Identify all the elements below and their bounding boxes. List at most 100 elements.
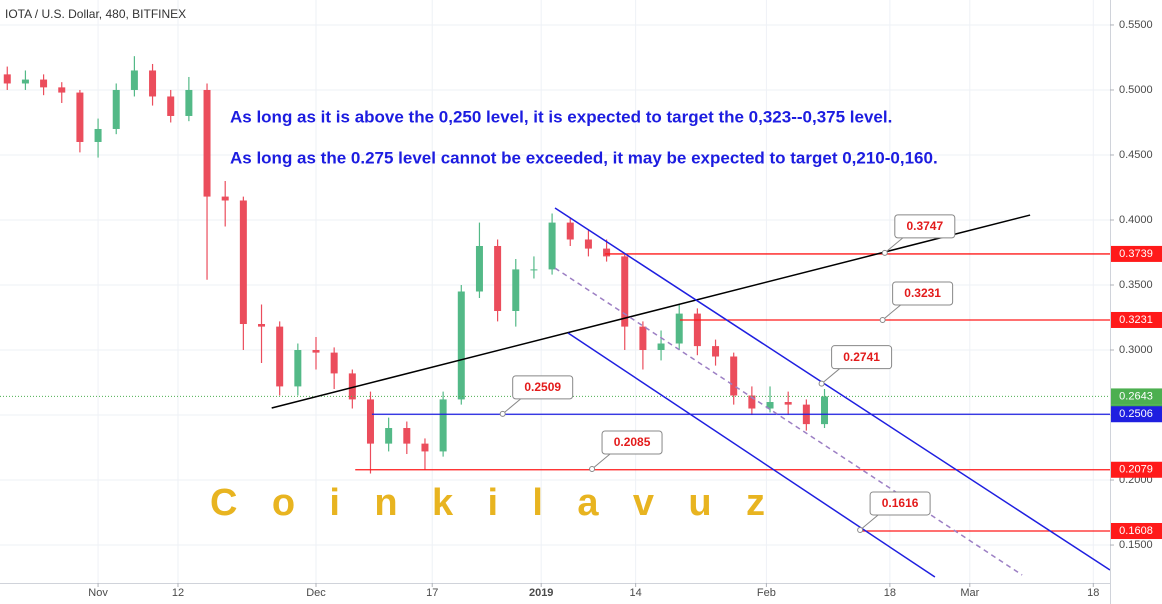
callout-pointer (882, 304, 901, 321)
candle-body (239, 200, 247, 325)
candle-body (312, 350, 320, 353)
y-tick-label: 0.5500 (1119, 19, 1153, 31)
candle-body (766, 402, 774, 409)
price-label: 0.1608 (1119, 525, 1153, 537)
candle-body (221, 196, 229, 201)
candle-body (494, 245, 502, 312)
callout-box (894, 214, 956, 239)
candle-body (548, 222, 556, 270)
candle-body (3, 74, 11, 84)
candle-body (730, 356, 738, 396)
x-tick-label: 2019 (529, 587, 553, 599)
callout-label: 0.2741 (843, 350, 880, 364)
x-tick-label: 17 (426, 587, 438, 599)
candle-body (639, 326, 647, 351)
price-label-box (1111, 461, 1162, 478)
price-label: 0.2643 (1119, 390, 1153, 402)
x-tick-label: 18 (1087, 587, 1099, 599)
callout-pointer (591, 453, 611, 470)
x-tick-label: 18 (884, 587, 896, 599)
candle-body (185, 89, 193, 116)
candle-body (621, 256, 629, 327)
price-label-box (1111, 388, 1162, 405)
candle-body (348, 373, 356, 400)
candle-body (203, 89, 211, 197)
callout-label: 0.3231 (904, 286, 941, 300)
y-tick-label: 0.5000 (1119, 84, 1153, 96)
candle-body (149, 70, 157, 97)
callout-anchor (589, 465, 596, 472)
annotation: As long as the 0.275 level cannot be exc… (230, 148, 938, 167)
callout-label: 0.1616 (882, 496, 919, 510)
callout-pointer (859, 514, 879, 531)
callout-pointer (884, 237, 904, 254)
candle-body (439, 399, 447, 452)
price-label: 0.2079 (1119, 464, 1153, 476)
candle-body (512, 269, 520, 312)
x-tick-label: 14 (630, 587, 642, 599)
candle-body (21, 79, 29, 84)
y-tick-label: 0.4500 (1119, 149, 1153, 161)
candle-body (76, 92, 84, 142)
callout-pointer (502, 398, 522, 415)
callout-box (831, 345, 893, 370)
candle-body (167, 96, 175, 116)
candle-body (748, 395, 756, 409)
candle-body (675, 313, 683, 344)
callout-box (512, 375, 574, 400)
callout-box (601, 430, 663, 455)
candle-body (457, 291, 465, 400)
price-label: 0.3231 (1119, 314, 1153, 326)
candle-body (366, 399, 374, 444)
callout-anchor (818, 380, 825, 387)
x-tick-label: 12 (172, 587, 184, 599)
candle-body (40, 79, 48, 88)
grid (0, 0, 1110, 583)
x-tick-label: Mar (960, 587, 979, 599)
callout-anchor (857, 526, 864, 533)
trend-line (554, 267, 1023, 576)
candle-body (603, 248, 611, 257)
callout-anchor (499, 410, 506, 417)
callout-label: 0.3747 (906, 219, 943, 233)
y-tick-label: 0.4000 (1119, 214, 1153, 226)
candle-body (530, 269, 538, 271)
x-tick-label: Nov (88, 587, 108, 599)
candle-body (403, 428, 411, 444)
candle-body (385, 428, 393, 444)
axes: 0.15000.20000.25000.30000.35000.40000.45… (88, 19, 1162, 599)
callout-anchor (881, 249, 888, 256)
callout-box (869, 491, 931, 516)
candle-body (330, 352, 338, 374)
price-label-box (1111, 406, 1162, 423)
trend-line (554, 207, 1111, 571)
callout-label: 0.2509 (524, 380, 561, 394)
candle-body (821, 396, 829, 425)
candle-body (421, 443, 429, 452)
candle-body (475, 245, 483, 292)
candle-body (294, 350, 302, 387)
y-tick-label: 0.1500 (1119, 539, 1153, 551)
callout-label: 0.2085 (614, 435, 651, 449)
plot (3, 56, 829, 474)
x-tick-label: Dec (306, 587, 326, 599)
y-tick-label: 0.3000 (1119, 344, 1153, 356)
trend-line (567, 332, 936, 578)
candle-body (566, 222, 574, 240)
candle-body (94, 128, 102, 142)
candle-body (584, 239, 592, 249)
candle-body (784, 402, 792, 405)
x-tick-label: Feb (757, 587, 776, 599)
candle-body (258, 324, 266, 327)
callout-anchor (879, 316, 886, 323)
candle-body (58, 87, 66, 93)
chart-title: IOTA / U.S. Dollar, 480, BITFINEX (5, 7, 186, 21)
price-label-box (1111, 245, 1162, 262)
candle-body (276, 326, 284, 387)
price-label: 0.3739 (1119, 248, 1153, 260)
price-label-box (1111, 311, 1162, 328)
annotation: As long as it is above the 0,250 level, … (230, 107, 892, 126)
price-label: 0.2506 (1119, 408, 1153, 420)
candle-body (693, 313, 701, 347)
